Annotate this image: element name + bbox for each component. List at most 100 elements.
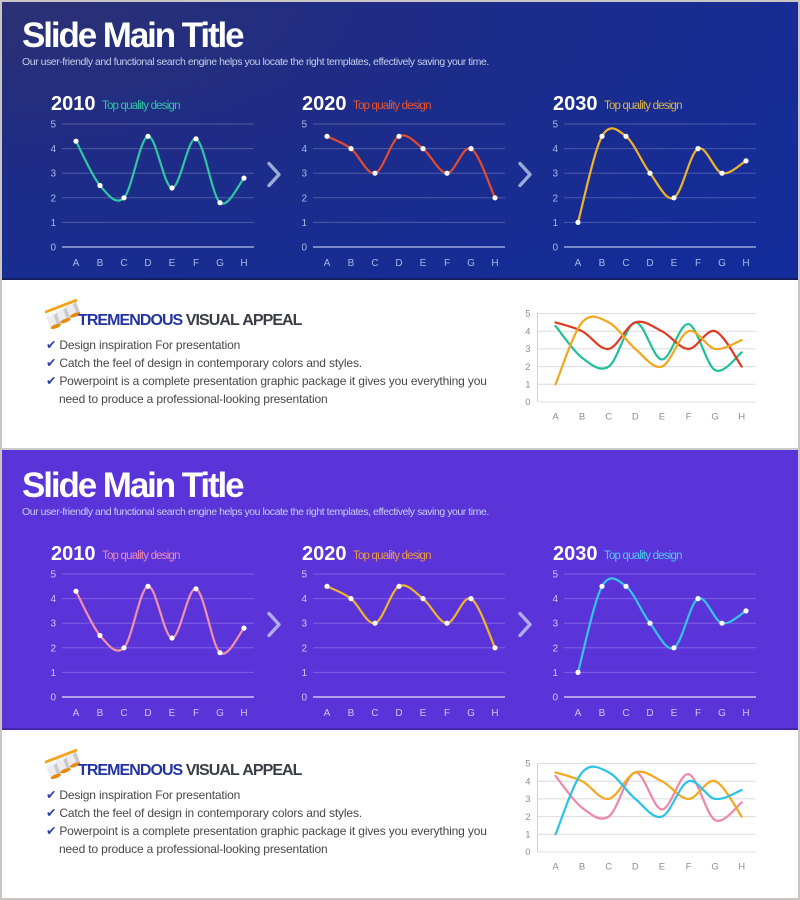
svg-text:4: 4 bbox=[301, 594, 307, 605]
svg-text:0: 0 bbox=[301, 243, 307, 254]
svg-text:B: B bbox=[348, 258, 355, 269]
svg-text:A: A bbox=[324, 708, 331, 719]
svg-text:C: C bbox=[371, 708, 378, 719]
svg-text:A: A bbox=[324, 258, 331, 269]
svg-text:B: B bbox=[579, 412, 585, 423]
svg-text:G: G bbox=[718, 708, 726, 719]
svg-text:1: 1 bbox=[50, 668, 56, 679]
svg-text:G: G bbox=[216, 258, 224, 269]
svg-text:0: 0 bbox=[552, 693, 558, 704]
svg-text:4: 4 bbox=[552, 144, 558, 155]
svg-text:G: G bbox=[711, 412, 718, 423]
svg-text:1: 1 bbox=[525, 380, 530, 391]
svg-text:H: H bbox=[738, 412, 745, 423]
svg-text:0: 0 bbox=[50, 693, 56, 704]
svg-text:2: 2 bbox=[50, 643, 56, 654]
svg-text:F: F bbox=[686, 862, 692, 873]
svg-text:A: A bbox=[73, 708, 80, 719]
svg-text:C: C bbox=[622, 708, 629, 719]
svg-text:B: B bbox=[579, 862, 585, 873]
svg-text:B: B bbox=[599, 708, 606, 719]
svg-text:3: 3 bbox=[50, 619, 56, 630]
svg-text:0: 0 bbox=[50, 243, 56, 254]
svg-text:0: 0 bbox=[525, 847, 530, 858]
svg-text:H: H bbox=[240, 258, 247, 269]
svg-text:1: 1 bbox=[50, 218, 56, 229]
svg-text:D: D bbox=[144, 708, 151, 719]
svg-text:D: D bbox=[395, 708, 402, 719]
svg-text:A: A bbox=[552, 412, 559, 423]
svg-text:3: 3 bbox=[525, 794, 530, 805]
svg-text:F: F bbox=[444, 708, 450, 719]
svg-text:C: C bbox=[120, 258, 127, 269]
svg-text:H: H bbox=[742, 708, 749, 719]
svg-text:3: 3 bbox=[525, 344, 530, 355]
svg-text:C: C bbox=[371, 258, 378, 269]
svg-text:B: B bbox=[97, 708, 104, 719]
svg-text:A: A bbox=[575, 258, 582, 269]
svg-text:4: 4 bbox=[552, 594, 558, 605]
svg-text:D: D bbox=[646, 708, 653, 719]
svg-text:5: 5 bbox=[50, 570, 56, 581]
svg-text:1: 1 bbox=[301, 218, 307, 229]
svg-text:5: 5 bbox=[50, 120, 56, 131]
svg-text:3: 3 bbox=[552, 619, 558, 630]
svg-text:0: 0 bbox=[552, 243, 558, 254]
svg-text:G: G bbox=[718, 258, 726, 269]
svg-text:D: D bbox=[632, 412, 639, 423]
svg-text:F: F bbox=[193, 258, 199, 269]
svg-text:E: E bbox=[659, 412, 665, 423]
svg-text:3: 3 bbox=[50, 169, 56, 180]
svg-text:2: 2 bbox=[525, 362, 530, 373]
svg-text:E: E bbox=[420, 708, 427, 719]
svg-text:5: 5 bbox=[301, 120, 307, 131]
svg-text:G: G bbox=[216, 708, 224, 719]
svg-text:H: H bbox=[491, 708, 498, 719]
svg-text:2: 2 bbox=[552, 193, 558, 204]
svg-text:C: C bbox=[605, 862, 612, 873]
svg-text:B: B bbox=[97, 258, 104, 269]
svg-text:E: E bbox=[420, 258, 427, 269]
svg-text:3: 3 bbox=[301, 169, 307, 180]
svg-text:2: 2 bbox=[525, 812, 530, 823]
svg-text:5: 5 bbox=[552, 570, 558, 581]
svg-text:E: E bbox=[169, 258, 176, 269]
svg-text:D: D bbox=[646, 258, 653, 269]
svg-text:1: 1 bbox=[301, 668, 307, 679]
svg-text:4: 4 bbox=[50, 144, 56, 155]
svg-text:E: E bbox=[659, 862, 665, 873]
svg-text:5: 5 bbox=[525, 759, 530, 770]
svg-text:A: A bbox=[73, 258, 80, 269]
svg-text:4: 4 bbox=[50, 594, 56, 605]
svg-text:4: 4 bbox=[301, 144, 307, 155]
svg-text:1: 1 bbox=[552, 668, 558, 679]
svg-text:2: 2 bbox=[301, 643, 307, 654]
svg-text:A: A bbox=[552, 862, 559, 873]
svg-text:2: 2 bbox=[50, 193, 56, 204]
svg-text:F: F bbox=[695, 258, 701, 269]
svg-text:2: 2 bbox=[301, 193, 307, 204]
svg-text:D: D bbox=[144, 258, 151, 269]
svg-text:F: F bbox=[686, 412, 692, 423]
svg-text:C: C bbox=[120, 708, 127, 719]
svg-text:1: 1 bbox=[525, 830, 530, 841]
svg-text:5: 5 bbox=[301, 570, 307, 581]
svg-text:5: 5 bbox=[525, 309, 530, 320]
svg-text:A: A bbox=[575, 708, 582, 719]
svg-text:C: C bbox=[605, 412, 612, 423]
svg-text:D: D bbox=[395, 258, 402, 269]
svg-text:C: C bbox=[622, 258, 629, 269]
svg-text:E: E bbox=[671, 708, 678, 719]
svg-text:5: 5 bbox=[552, 120, 558, 131]
svg-text:H: H bbox=[742, 258, 749, 269]
svg-text:F: F bbox=[444, 258, 450, 269]
svg-text:E: E bbox=[671, 258, 678, 269]
svg-text:4: 4 bbox=[525, 326, 530, 337]
svg-text:F: F bbox=[193, 708, 199, 719]
svg-text:B: B bbox=[599, 258, 606, 269]
svg-text:G: G bbox=[711, 862, 718, 873]
svg-text:4: 4 bbox=[525, 776, 530, 787]
svg-text:B: B bbox=[348, 708, 355, 719]
svg-text:F: F bbox=[695, 708, 701, 719]
svg-text:2: 2 bbox=[552, 643, 558, 654]
